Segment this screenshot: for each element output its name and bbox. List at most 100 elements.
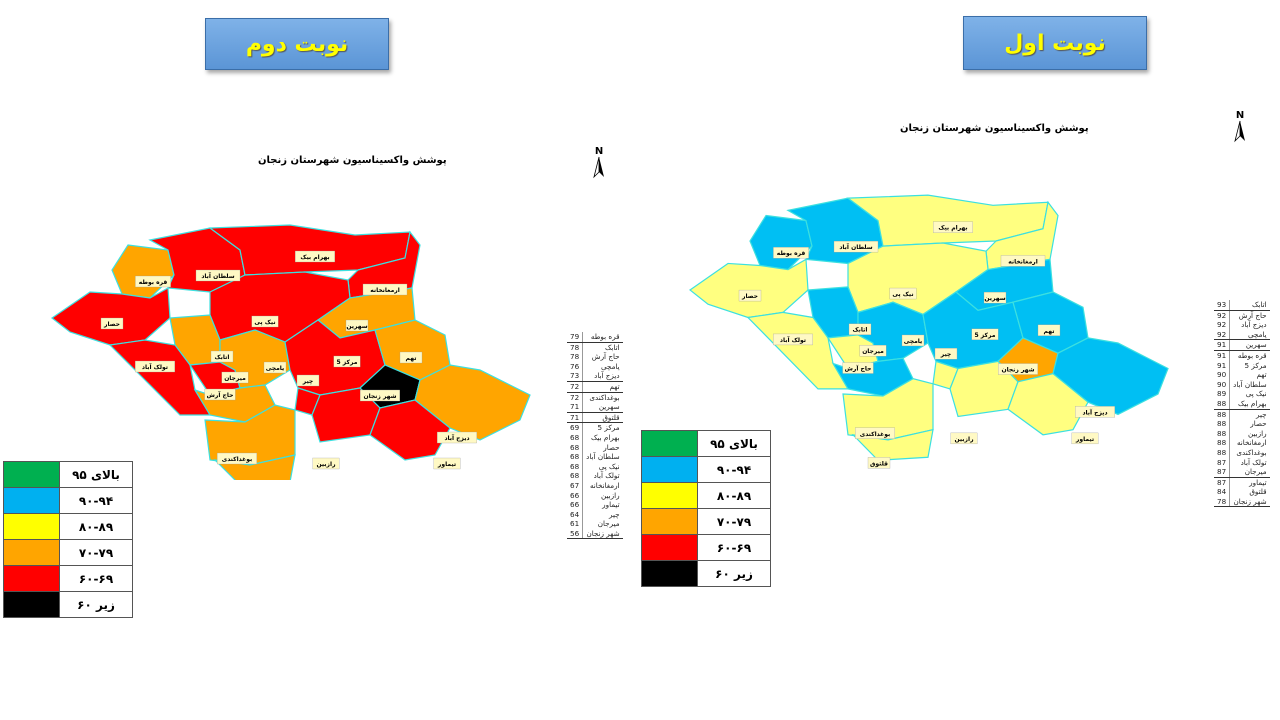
- rank-value: 88: [1214, 398, 1230, 410]
- rank-row: 88 ارمغانخانه: [1214, 438, 1270, 448]
- map-region: [688, 258, 809, 319]
- rank-row: 66 رازبین: [567, 490, 623, 501]
- legend-row: ۸۰-۸۹: [3, 513, 133, 540]
- rank-value: 68: [570, 461, 580, 471]
- legend-label: ۶۰-۶۹: [697, 534, 771, 561]
- rank-row: 76 یامچی: [567, 361, 623, 372]
- legend-swatch: [3, 487, 60, 514]
- region-label: بوغداکندی: [222, 456, 253, 463]
- rank-value: 78: [570, 352, 580, 362]
- legend-swatch: [641, 560, 698, 587]
- rank-name: بوغداکندی: [582, 392, 623, 403]
- region-label-bg: [221, 371, 249, 384]
- legend-swatch: [3, 591, 60, 618]
- rank-row: 87 تیماور: [1214, 477, 1270, 488]
- rank-name: میرجان: [582, 519, 623, 529]
- region-label: سهرین: [984, 295, 1005, 302]
- region-label-bg: [295, 250, 335, 263]
- region-label: اتابک: [853, 327, 868, 334]
- rank-name: یامچی: [1229, 329, 1270, 341]
- region-label-bg: [333, 355, 361, 368]
- rank-value: 88: [1217, 419, 1227, 429]
- region-label-bg: [901, 334, 925, 347]
- region-label: یامچی: [266, 365, 285, 372]
- rank-name: بوغداکندی: [1229, 447, 1270, 458]
- map-region: [50, 287, 171, 346]
- rank-value: 92: [1217, 320, 1227, 330]
- region-label-bg: [1000, 255, 1046, 267]
- rank-name: تیماور: [1229, 477, 1270, 488]
- rank-name: ارمغانخانه: [582, 480, 623, 491]
- region-label: تولک آباد: [780, 335, 806, 344]
- rank-value: 89: [1217, 389, 1227, 399]
- legend-round2: بالای ۹۵ ۹۰-۹۴ ۸۰-۸۹ ۷۰-۷۹ ۶۰-۶۹ زیر ۶۰: [3, 461, 133, 618]
- rank-row: 72 تهم: [567, 381, 623, 393]
- rank-name: حصار: [582, 442, 623, 453]
- legend-label: ۹۰-۹۴: [697, 456, 771, 483]
- rank-value: 64: [570, 509, 580, 519]
- rank-name: دیزج آباد: [582, 371, 623, 382]
- rank-value: 61: [570, 519, 580, 529]
- rank-name: قره بوطه: [582, 332, 623, 343]
- rank-value: 67: [570, 480, 580, 490]
- rank-name: سهرین: [582, 402, 623, 413]
- rank-name: چیر: [1229, 409, 1270, 420]
- region-label: ارمغانخانه: [1008, 258, 1038, 265]
- rank-name: قلتوق: [1229, 487, 1270, 497]
- region-label-bg: [971, 328, 999, 340]
- rank-table-round1: 93 اتابک 92 حاج آرش 92 دیزج آباد 92 یامچی 91 سهری…: [1214, 300, 1270, 508]
- region-label: بوغداکندی: [860, 431, 891, 438]
- region-label: شهر زنجان: [363, 393, 396, 400]
- rank-row: 78 حاج آرش: [567, 352, 623, 362]
- rank-value: 71: [567, 402, 583, 413]
- rank-value: 68: [570, 452, 580, 462]
- rank-value: 56: [567, 528, 583, 540]
- rank-name: چیر: [582, 509, 623, 520]
- region-label-bg: [998, 363, 1038, 375]
- region-label: حاج آرش: [845, 364, 872, 373]
- round2-header: نوبت دوم: [205, 18, 389, 70]
- rank-row: 92 حاج آرش: [1214, 310, 1270, 321]
- rank-value: 72: [567, 381, 583, 393]
- rank-value: 87: [1217, 457, 1227, 467]
- rank-row: 84 قلتوق: [1214, 487, 1270, 497]
- rank-row: 89 نیک پی: [1214, 389, 1270, 399]
- rank-name: ارمغانخانه: [1229, 438, 1270, 448]
- rank-row: 68 بهرام بیک: [567, 432, 623, 443]
- rank-row: 88 بوغداکندی: [1214, 447, 1270, 458]
- rank-value: 91: [1214, 339, 1230, 351]
- region-shape: [50, 287, 171, 346]
- rank-name: میرجان: [1229, 467, 1270, 478]
- rank-value: 66: [570, 500, 580, 510]
- rank-row: 56 شهر زنجان: [567, 528, 623, 540]
- region-label: تهم: [406, 355, 417, 362]
- rank-row: 67 ارمغانخانه: [567, 480, 623, 491]
- region-label-bg: [362, 283, 408, 296]
- rank-value: 90: [1217, 379, 1227, 389]
- rank-row: 92 یامچی: [1214, 329, 1270, 341]
- rank-name: قره بوطه: [1229, 350, 1270, 361]
- region-label: مرکز 5: [975, 332, 996, 339]
- rank-row: 68 سلطان آباد: [567, 452, 623, 462]
- legend-swatch: [3, 539, 60, 566]
- rank-value: 84: [1217, 487, 1227, 497]
- region-label: سلطان آباد: [201, 271, 234, 280]
- rank-value: 88: [1217, 438, 1227, 448]
- legend-label: ۸۰-۸۹: [697, 482, 771, 509]
- rank-value: 73: [567, 371, 583, 382]
- region-label: میرجان: [862, 348, 884, 355]
- legend-label: زیر ۶۰: [59, 591, 133, 618]
- rank-name: مرکز 5: [582, 422, 623, 433]
- rank-row: 69 مرکز 5: [567, 422, 623, 433]
- rank-row: 64 چیر: [567, 509, 623, 520]
- rank-name: قلتوق: [582, 412, 623, 424]
- map-round1: قره بوطه سلطان آباد بهرام بیک ارمغانخانه حصا…: [688, 194, 1169, 469]
- region-shape: [369, 399, 451, 461]
- region-label-bg: [738, 289, 762, 302]
- region-label: حصار: [103, 321, 120, 328]
- legend-swatch: [641, 508, 698, 535]
- legend-swatch: [3, 513, 60, 540]
- rank-name: شهر زنجان: [1229, 496, 1270, 508]
- rank-name: رازبین: [582, 490, 623, 501]
- rank-value: 92: [1217, 310, 1227, 320]
